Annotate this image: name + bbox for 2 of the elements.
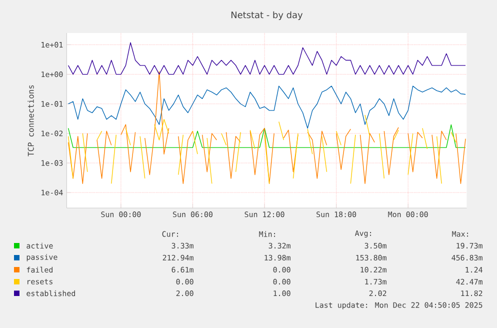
chart-title: Netstat - by day: [231, 11, 303, 20]
line-series: [68, 86, 466, 129]
